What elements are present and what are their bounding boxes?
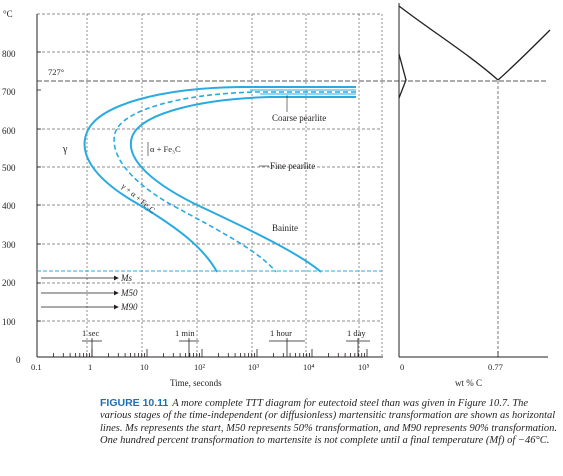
marker-1-min: 1 min xyxy=(175,328,195,338)
x-tick-1000: 10³ xyxy=(248,362,260,372)
x-tick-labels: 0.1 1 10 10² 10³ 10⁴ 10⁵ xyxy=(31,362,370,372)
y-tick-marks xyxy=(37,51,41,322)
transformation-start-curve xyxy=(83,86,356,273)
marker-1-day: 1 day xyxy=(347,328,366,338)
acm-line xyxy=(497,29,551,81)
x-tick-10000: 10⁴ xyxy=(303,362,315,372)
y-tick-500: 500 xyxy=(2,163,16,173)
m90-label: M90 xyxy=(120,302,138,312)
ms-label: Ms xyxy=(120,273,132,283)
marker-1-sec: 1 sec xyxy=(82,328,99,338)
y-tick-200: 200 xyxy=(2,278,16,288)
ttt-curves xyxy=(83,86,356,273)
fine-pearlite-label: Fine pearlite xyxy=(270,161,315,171)
time-gridlines xyxy=(36,14,383,356)
m50-label: M50 xyxy=(120,288,138,298)
bainite-label: Bainite xyxy=(272,223,298,233)
a3-line xyxy=(398,5,499,81)
x-tick-100: 10² xyxy=(194,362,206,372)
y-tick-800: 800 xyxy=(2,49,16,59)
martensite-arrows xyxy=(41,275,119,310)
ferrite-cementite-label: α + Fe₃C xyxy=(150,144,181,154)
figure-caption-text: A more complete TTT diagram for eutectoi… xyxy=(100,398,558,447)
transforming-label: γ + α + Fe₃C xyxy=(119,181,157,215)
time-markers xyxy=(82,338,370,357)
temperature-gridlines xyxy=(37,13,382,322)
x-tick-1: 1 xyxy=(88,362,92,372)
marker-1-hour: 1 hour xyxy=(270,328,292,338)
phase-diagram xyxy=(398,3,551,358)
gamma-label: γ xyxy=(62,144,68,155)
x-tick-0-1: 0.1 xyxy=(31,362,42,372)
y-tick-700: 700 xyxy=(2,87,16,97)
transformation-50-curve xyxy=(113,91,356,273)
phase-tick-0: 0 xyxy=(400,362,404,372)
y-tick-600: 600 xyxy=(2,126,16,136)
ttt-axes xyxy=(36,14,383,358)
phase-x-title: wt % C xyxy=(455,378,482,388)
y-unit-label: °C xyxy=(3,9,13,19)
transformation-end-curve xyxy=(129,96,356,273)
y-tick-0: 0 xyxy=(16,355,21,365)
x-tick-marks xyxy=(36,349,368,357)
x-tick-100000: 10⁵ xyxy=(358,362,370,372)
y-tick-300: 300 xyxy=(2,240,16,250)
phase-tick-077: 0.77 xyxy=(488,362,503,372)
x-axis-title: Time, seconds xyxy=(170,378,222,388)
y-tick-400: 400 xyxy=(2,201,16,211)
eutectoid-temp-label: 727° xyxy=(48,67,64,77)
y-tick-100: 100 xyxy=(2,317,16,327)
coarse-pearlite-label: Coarse pearlite xyxy=(272,113,326,123)
y-tick-labels: 800 700 600 500 400 300 200 100 0 xyxy=(2,49,21,365)
alpha-boundary xyxy=(398,53,407,99)
figure-label: FIGURE 10.11 xyxy=(100,397,169,409)
figure-caption: FIGURE 10.11 A more complete TTT diagram … xyxy=(100,397,560,448)
x-tick-10: 10 xyxy=(140,362,149,372)
